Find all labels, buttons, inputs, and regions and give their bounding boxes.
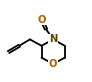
Text: O: O xyxy=(49,59,57,69)
Text: N: N xyxy=(49,34,57,44)
Text: O: O xyxy=(37,15,46,25)
